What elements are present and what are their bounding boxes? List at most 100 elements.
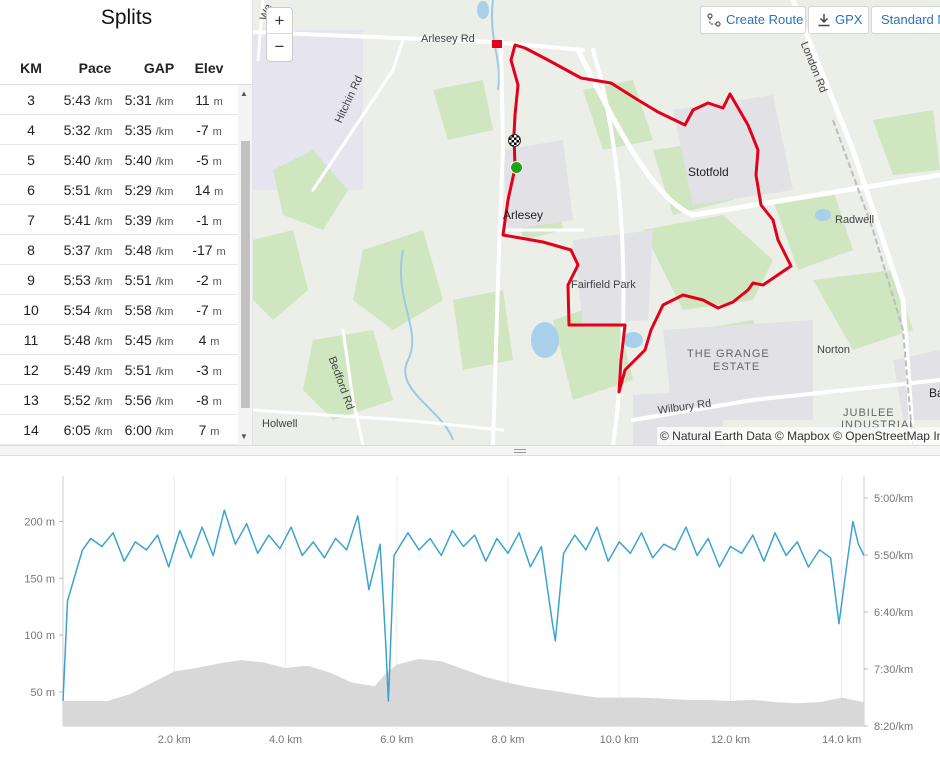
split-elev: -8 m (186, 392, 232, 408)
x-tick-label: 2.0 km (158, 734, 191, 746)
split-pace-value: 5:54 (63, 302, 91, 318)
elev-unit: m (210, 426, 220, 438)
label-norton: Norton (817, 344, 851, 356)
split-elev: -5 m (186, 152, 232, 168)
split-row[interactable]: 7 5:41 /km 5:39 /km -1 m (0, 205, 238, 235)
split-row[interactable]: 11 5:48 /km 5:45 /km 4 m (0, 325, 238, 355)
split-gap-value: 6:00 (124, 422, 152, 438)
panel-resize-divider[interactable] (0, 445, 940, 456)
split-elev-value: -5 (196, 152, 209, 168)
split-pace-value: 5:52 (63, 392, 91, 408)
split-pace-value: 5:32 (63, 122, 91, 138)
split-row[interactable]: 6 5:51 /km 5:29 /km 14 m (0, 175, 238, 205)
split-row[interactable]: 3 5:43 /km 5:31 /km 11 m (0, 85, 238, 115)
split-gap-value: 5:56 (124, 392, 152, 408)
gap-unit: /km (155, 366, 174, 378)
split-elev-value: -7 (196, 122, 209, 138)
y-left-tick-label: 50 m (31, 687, 55, 699)
split-elev: -7 m (186, 122, 232, 138)
column-header-km[interactable]: KM (20, 60, 42, 76)
scroll-down-arrow-icon[interactable]: ▼ (240, 432, 248, 441)
gap-unit: /km (155, 426, 174, 438)
pace-unit: /km (94, 426, 113, 438)
label-jubilee-line1: JUBILEE (843, 407, 895, 419)
split-gap: 5:39 /km (117, 212, 181, 228)
scroll-up-arrow-icon[interactable]: ▲ (240, 89, 248, 98)
gap-unit: /km (155, 336, 174, 348)
label-radwell: Radwell (835, 214, 875, 226)
pace-unit: /km (94, 306, 113, 318)
split-elev-value: -2 (196, 272, 209, 288)
split-pace: 5:43 /km (56, 92, 120, 108)
splits-header-row: KM Pace GAP Elev (0, 52, 253, 85)
create-route-button[interactable]: Create Route (700, 6, 806, 34)
split-elev: -17 m (186, 242, 232, 258)
map-attribution[interactable]: © Natural Earth Data © Mapbox © OpenStre… (657, 427, 940, 445)
split-row[interactable]: 13 5:52 /km 5:56 /km -8 m (0, 385, 238, 415)
split-elev: -1 m (186, 212, 232, 228)
elev-unit: m (212, 156, 222, 168)
finish-flag-icon[interactable] (508, 134, 521, 147)
label-grange-estate-line1: THE GRANGE (687, 348, 770, 360)
split-row[interactable]: 14 6:05 /km 6:00 /km 7 m (0, 415, 238, 445)
elevation-pace-chart[interactable]: 200 m 150 m 100 m 50 m 5:00/km 5:50/km 6:40/km… (0, 456, 940, 765)
split-gap: 5:29 /km (117, 182, 181, 198)
split-pace: 5:32 /km (56, 122, 120, 138)
gpx-download-button[interactable]: GPX (808, 6, 869, 34)
split-km: 8 (27, 242, 35, 258)
column-header-gap[interactable]: GAP (143, 60, 175, 76)
split-elev-value: -17 (192, 242, 213, 258)
split-pace-value: 5:48 (63, 332, 91, 348)
split-elev: 14 m (186, 182, 232, 198)
split-elev: -2 m (186, 272, 232, 288)
split-gap-value: 5:39 (124, 212, 152, 228)
gap-unit: /km (155, 306, 174, 318)
map-style-button[interactable]: Standard M (871, 6, 940, 34)
split-elev-value: 14 (194, 182, 211, 198)
railway-station-icon (492, 40, 502, 48)
gap-unit: /km (155, 96, 174, 108)
gap-unit: /km (155, 186, 174, 198)
split-row[interactable]: 12 5:49 /km 5:51 /km -3 m (0, 355, 238, 385)
zoom-out-button[interactable]: − (274, 37, 285, 56)
split-elev: 4 m (186, 332, 232, 348)
zoom-in-button[interactable]: + (267, 8, 292, 34)
split-row[interactable]: 8 5:37 /km 5:48 /km -17 m (0, 235, 238, 265)
split-gap-value: 5:51 (124, 362, 152, 378)
label-fairfield-park: Fairfield Park (571, 279, 636, 291)
y-right-tick-label: 5:50/km (874, 550, 913, 562)
start-marker-icon[interactable] (510, 161, 523, 174)
split-gap: 6:00 /km (117, 422, 181, 438)
column-header-elev[interactable]: Elev (194, 60, 224, 76)
route-icon (707, 13, 721, 27)
split-row[interactable]: 9 5:53 /km 5:51 /km -2 m (0, 265, 238, 295)
splits-table-body[interactable]: 3 5:43 /km 5:31 /km 11 m 4 5:32 /km 5:35 /km -7… (0, 85, 238, 445)
pace-unit: /km (94, 396, 113, 408)
route-map[interactable]: Arlesey Rd Hitchin Rd London Rd Stotfold… (253, 0, 940, 445)
drag-handle-icon[interactable] (514, 449, 526, 453)
map-canvas (253, 0, 940, 445)
label-arlesey-rd: Arlesey Rd (421, 33, 475, 45)
x-tick-label: 8.0 km (491, 734, 524, 746)
create-route-label: Create Route (726, 12, 804, 27)
y-left-tick-label: 150 m (24, 573, 55, 585)
split-gap-value: 5:31 (124, 92, 152, 108)
split-km: 11 (23, 332, 39, 348)
splits-scrollbar-thumb[interactable] (241, 141, 250, 408)
split-pace-value: 5:37 (63, 242, 91, 258)
split-km: 13 (23, 392, 39, 408)
chart-canvas: 200 m 150 m 100 m 50 m 5:00/km 5:50/km 6:40/km… (24, 476, 913, 746)
split-elev: 7 m (186, 422, 232, 438)
split-km: 5 (27, 152, 35, 168)
split-pace: 5:54 /km (56, 302, 120, 318)
gap-unit: /km (155, 216, 174, 228)
split-pace: 5:40 /km (56, 152, 120, 168)
label-arlesey: Arlesey (503, 208, 544, 222)
split-elev-value: 11 (195, 92, 210, 108)
split-row[interactable]: 10 5:54 /km 5:58 /km -7 m (0, 295, 238, 325)
split-row[interactable]: 4 5:32 /km 5:35 /km -7 m (0, 115, 238, 145)
split-row[interactable]: 5 5:40 /km 5:40 /km -5 m (0, 145, 238, 175)
pace-unit: /km (94, 246, 113, 258)
split-gap: 5:35 /km (117, 122, 181, 138)
column-header-pace[interactable]: Pace (78, 60, 112, 76)
